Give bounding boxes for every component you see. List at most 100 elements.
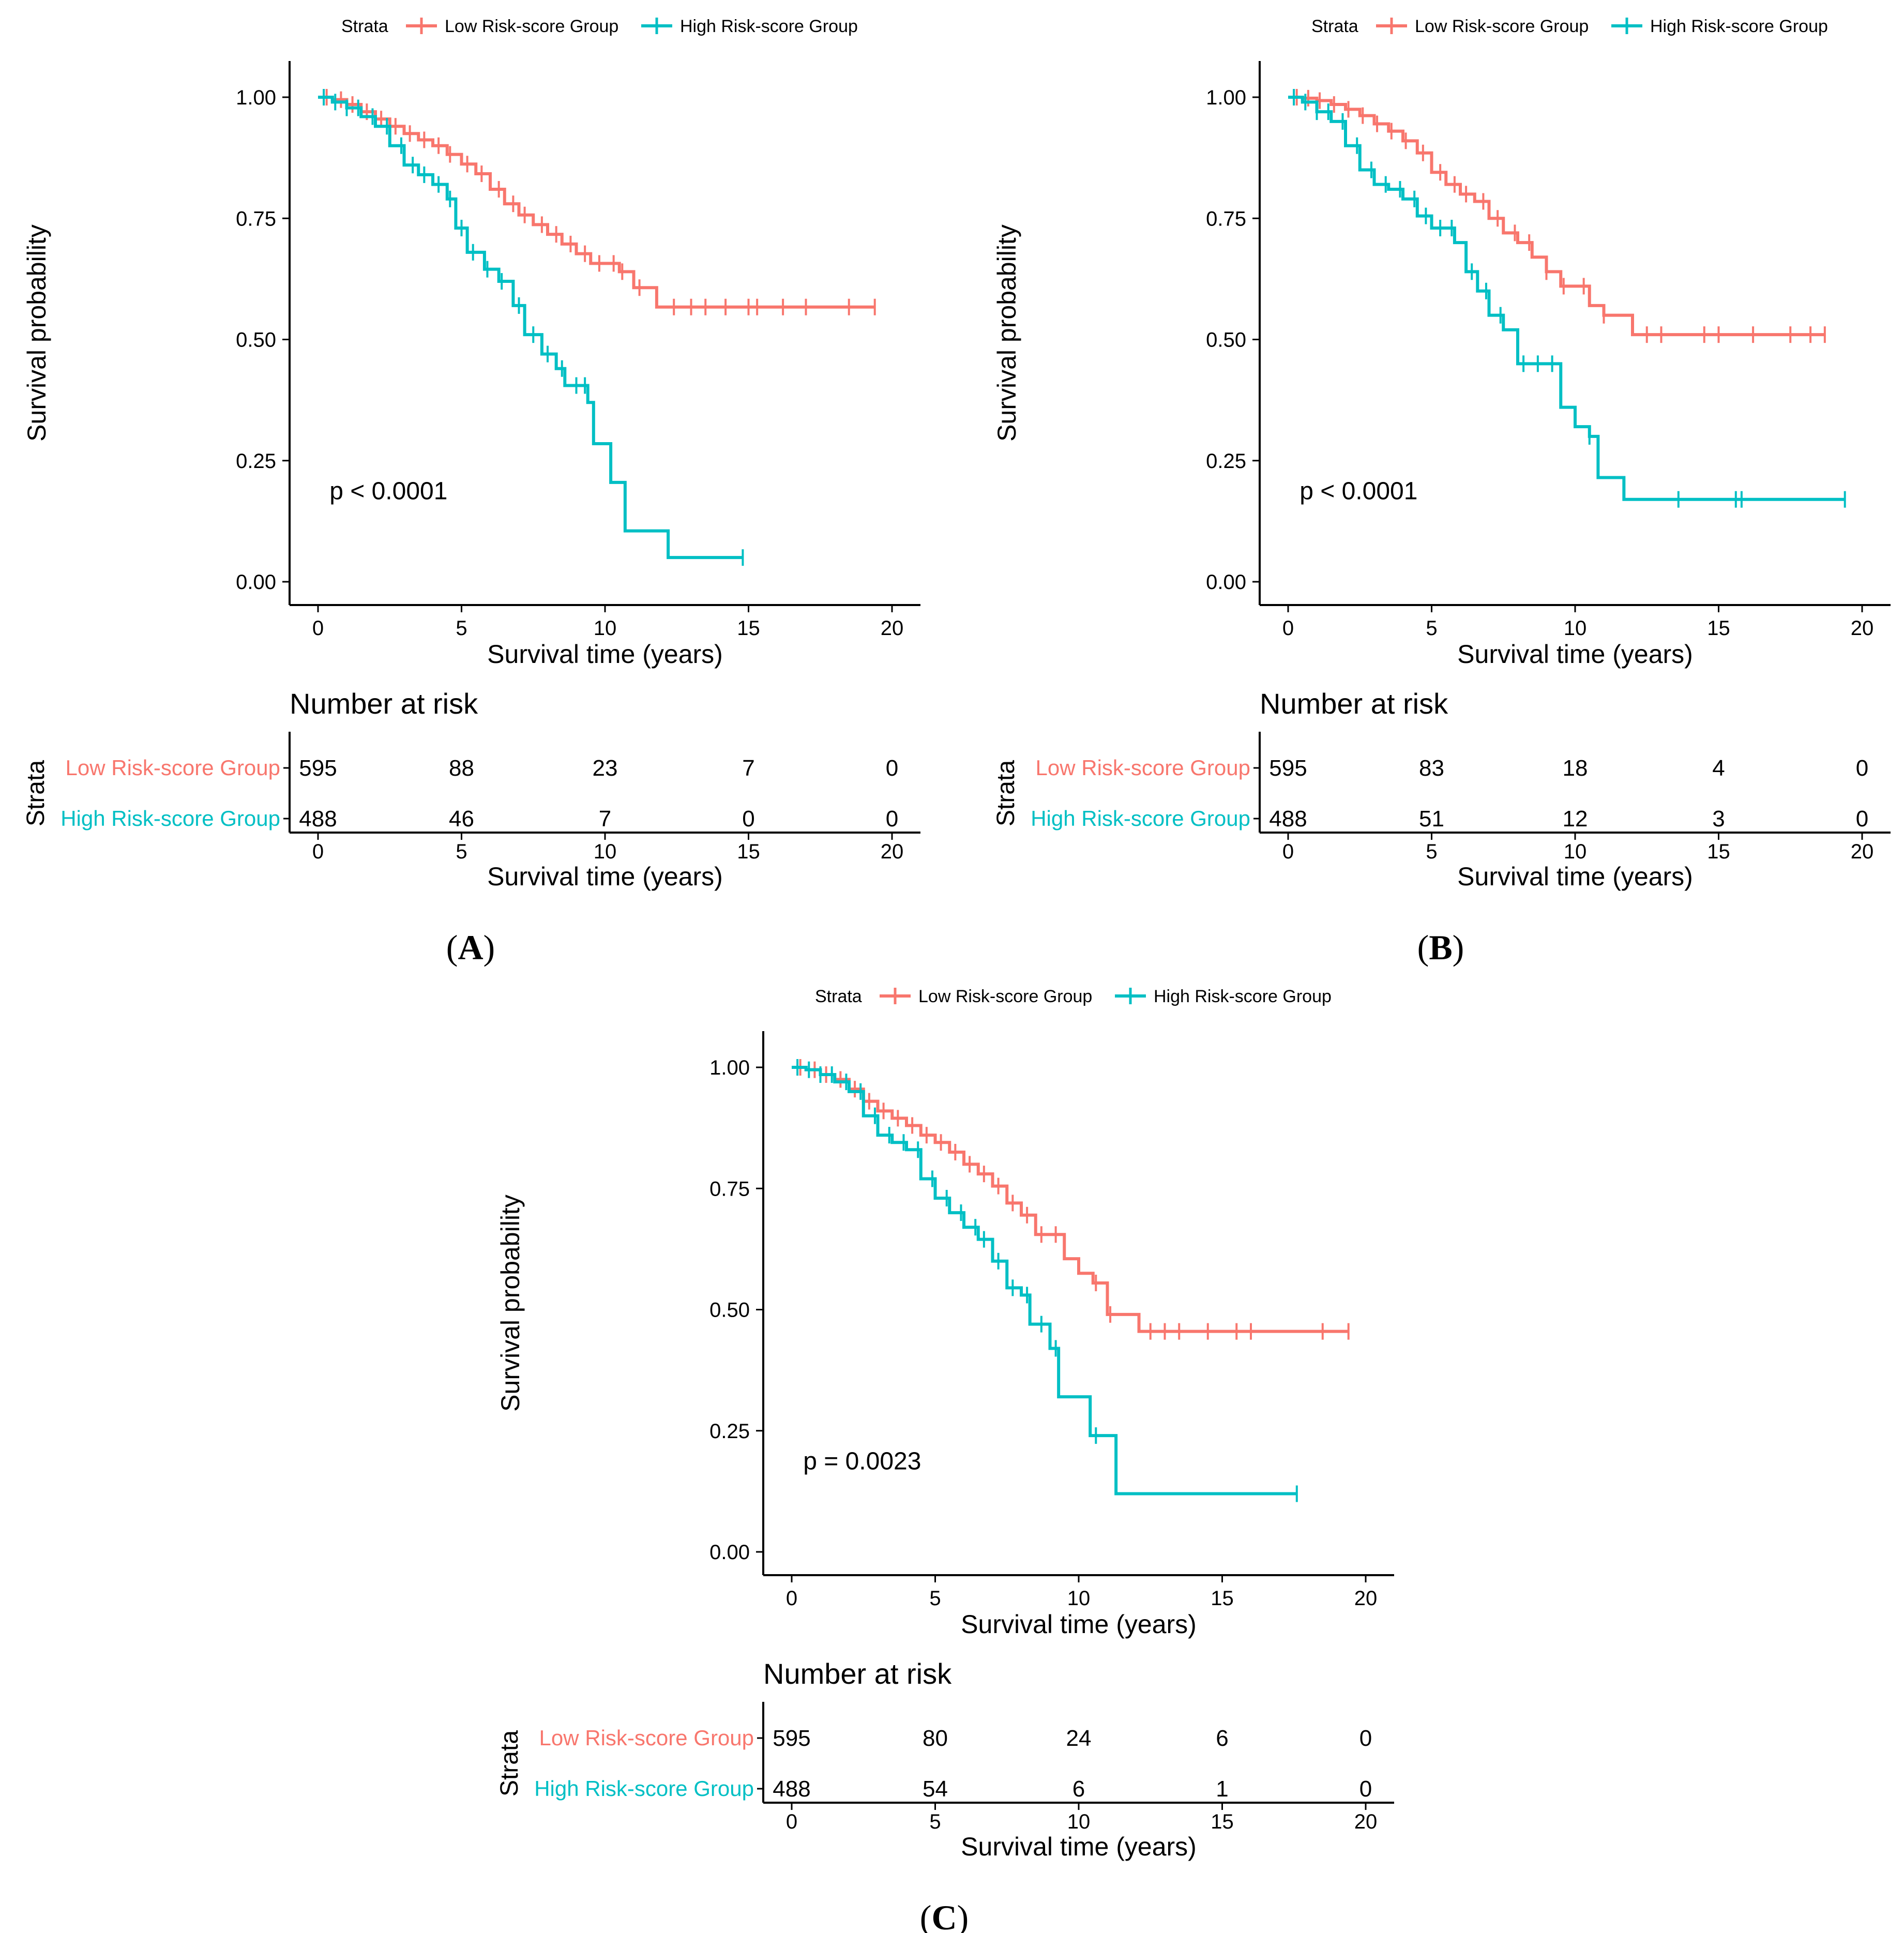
km-curve-low	[792, 1066, 1349, 1333]
risk-table-strata-label: Strata	[22, 760, 50, 826]
risk-count: 595	[1269, 756, 1307, 781]
risk-count: 0	[1359, 1726, 1372, 1751]
risk-count: 0	[886, 756, 898, 781]
km-panel-b: Strata Low Risk-score Group High Risk-scor…	[992, 17, 1891, 967]
legend-title: Strata	[341, 17, 388, 36]
risk-count: 7	[742, 756, 754, 781]
risk-count: 80	[923, 1726, 948, 1751]
legend-label: High Risk-score Group	[1154, 987, 1332, 1006]
km-curve-high	[1288, 96, 1845, 501]
risk-x-axis-title: Survival time (years)	[1457, 862, 1693, 891]
risk-count: 83	[1419, 756, 1444, 781]
risk-count: 488	[773, 1776, 810, 1802]
p-value: p < 0.0001	[1299, 478, 1417, 505]
risk-table-strata-label: Strata	[992, 760, 1020, 826]
risk-table-title: Number at risk	[763, 1657, 952, 1690]
x-tick-label: 10	[1564, 617, 1587, 640]
y-tick-label: 0.75	[236, 207, 276, 230]
risk-row-label: High Risk-score Group	[534, 1776, 754, 1801]
risk-count: 0	[886, 806, 898, 832]
y-tick-label: 1.00	[1206, 86, 1246, 109]
x-tick-label: 20	[1354, 1587, 1378, 1610]
x-tick-label: 0	[786, 1587, 797, 1610]
risk-count: 12	[1563, 806, 1588, 832]
legend-title: Strata	[815, 987, 862, 1006]
x-tick-label: 15	[1211, 1587, 1234, 1610]
y-axis-title: Survival probability	[496, 1195, 525, 1412]
risk-x-tick-label: 20	[881, 840, 904, 863]
x-axis-title: Survival time (years)	[1457, 640, 1693, 669]
risk-count: 488	[299, 806, 337, 832]
x-tick-label: 0	[1282, 617, 1294, 640]
risk-row-label: Low Risk-score Group	[539, 1726, 754, 1750]
x-tick-label: 5	[929, 1587, 941, 1610]
y-tick-label: 0.50	[709, 1299, 750, 1322]
km-curve-high	[792, 1066, 1297, 1496]
x-tick-label: 15	[737, 617, 760, 640]
risk-count: 24	[1066, 1726, 1092, 1751]
y-tick-label: 1.00	[236, 86, 276, 109]
risk-x-tick-label: 15	[1707, 840, 1730, 863]
y-tick-label: 0.50	[1206, 329, 1246, 352]
risk-x-tick-label: 0	[786, 1810, 797, 1833]
risk-x-tick-label: 10	[1564, 840, 1587, 863]
risk-count: 46	[449, 806, 474, 832]
risk-x-tick-label: 5	[456, 840, 467, 863]
x-axis-title: Survival time (years)	[487, 640, 723, 669]
km-curve-high	[318, 96, 743, 560]
x-tick-label: 5	[1426, 617, 1437, 640]
risk-count: 595	[773, 1726, 810, 1751]
y-tick-label: 0.25	[1206, 450, 1246, 473]
risk-count: 488	[1269, 806, 1307, 832]
y-tick-label: 0.00	[1206, 571, 1246, 594]
risk-count: 54	[923, 1776, 948, 1802]
legend-title: Strata	[1311, 17, 1358, 36]
risk-x-axis-title: Survival time (years)	[961, 1832, 1197, 1861]
risk-row-label: Low Risk-score Group	[1036, 756, 1250, 780]
risk-x-tick-label: 0	[1282, 840, 1294, 863]
risk-x-tick-label: 10	[594, 840, 617, 863]
y-tick-label: 0.00	[236, 571, 276, 594]
risk-x-tick-label: 5	[1426, 840, 1437, 863]
p-value: p = 0.0023	[803, 1448, 921, 1475]
km-curve-low	[318, 96, 875, 309]
risk-x-tick-label: 15	[737, 840, 760, 863]
y-tick-label: 1.00	[709, 1056, 750, 1079]
x-tick-label: 10	[1067, 1587, 1091, 1610]
legend-label: Low Risk-score Group	[1415, 17, 1589, 36]
risk-count: 0	[1856, 756, 1868, 781]
x-tick-label: 15	[1707, 617, 1730, 640]
p-value: p < 0.0001	[329, 478, 447, 505]
risk-count: 7	[599, 806, 611, 832]
y-tick-label: 0.75	[1206, 207, 1246, 230]
risk-count: 6	[1072, 1776, 1085, 1802]
risk-count: 88	[449, 756, 474, 781]
risk-count: 0	[1856, 806, 1868, 832]
risk-count: 23	[593, 756, 618, 781]
risk-x-tick-label: 20	[1851, 840, 1874, 863]
x-tick-label: 20	[1851, 617, 1874, 640]
legend: Strata Low Risk-score Group High Risk-scor…	[815, 987, 1332, 1006]
panel-label: (A)	[446, 928, 495, 967]
y-tick-label: 0.00	[709, 1541, 750, 1564]
risk-count: 595	[299, 756, 337, 781]
risk-count: 51	[1419, 806, 1444, 832]
panel-label: (C)	[920, 1898, 969, 1933]
risk-row-label: High Risk-score Group	[1031, 806, 1250, 830]
risk-table-title: Number at risk	[1260, 687, 1448, 720]
risk-table-strata-label: Strata	[496, 1730, 523, 1796]
legend-label: Low Risk-score Group	[918, 987, 1092, 1006]
y-axis-title: Survival probability	[22, 224, 51, 442]
risk-x-tick-label: 20	[1354, 1810, 1378, 1833]
risk-x-tick-label: 10	[1067, 1810, 1091, 1833]
risk-row-label: High Risk-score Group	[61, 806, 280, 830]
x-tick-label: 0	[312, 617, 324, 640]
x-tick-label: 20	[881, 617, 904, 640]
legend: Strata Low Risk-score Group High Risk-scor…	[1311, 17, 1828, 36]
y-axis-title: Survival probability	[992, 224, 1021, 442]
risk-x-tick-label: 15	[1211, 1810, 1234, 1833]
y-tick-label: 0.75	[709, 1177, 750, 1200]
risk-x-tick-label: 5	[929, 1810, 941, 1833]
legend-label: Low Risk-score Group	[445, 17, 618, 36]
